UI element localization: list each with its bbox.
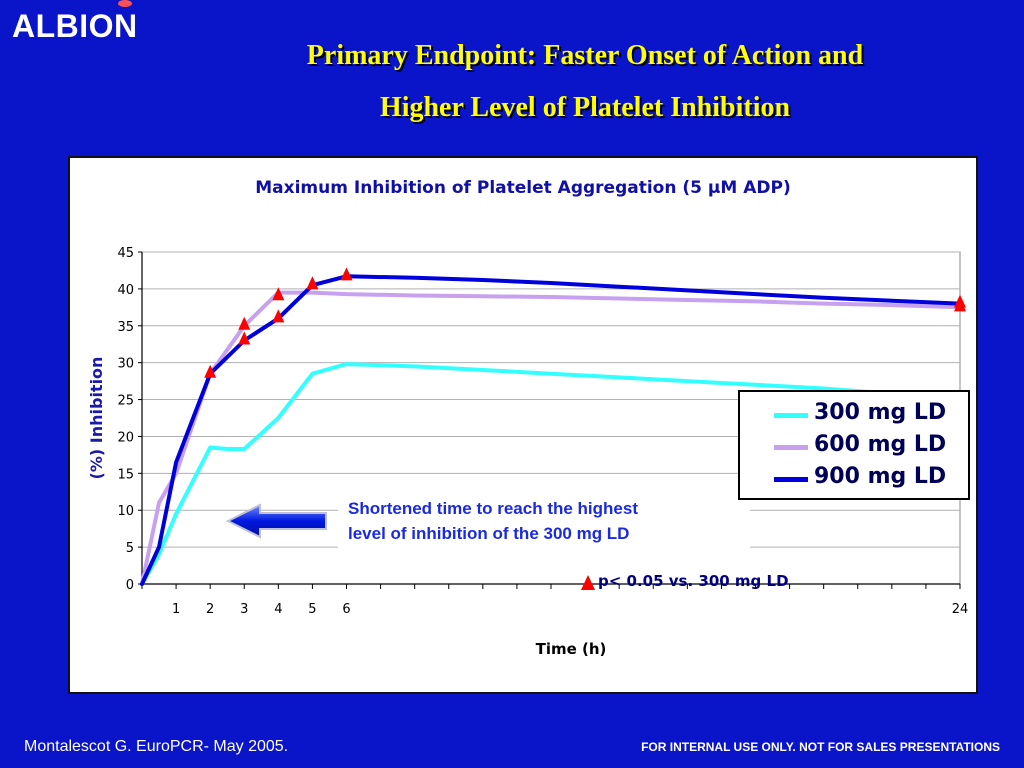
legend-label-900mg: 900 mg LD — [814, 464, 947, 489]
significance-marker — [238, 331, 251, 345]
legend-swatch-600mg — [774, 445, 808, 450]
slide-title-line-2: Higher Level of Platelet Inhibition — [379, 92, 791, 123]
significance-marker — [954, 298, 966, 312]
x-tick-label: 3 — [240, 602, 248, 617]
x-tick-label: 5 — [308, 602, 316, 617]
series-line-3 — [140, 274, 962, 586]
annotation-line-1: Shortened time to reach the highest — [348, 499, 638, 518]
y-tick-label: 25 — [117, 394, 134, 409]
y-tick-label: 20 — [117, 430, 134, 445]
significance-marker — [204, 364, 217, 378]
citation: Montalescot G. EuroPCR- May 2005. — [24, 738, 289, 755]
legend-label-600mg: 600 mg LD — [814, 432, 947, 457]
annotation-box — [338, 490, 750, 548]
y-tick-label: 35 — [117, 320, 134, 335]
slide-title-line-1: Primary Endpoint: Faster Onset of Action… — [306, 40, 864, 71]
y-tick-label: 0 — [126, 578, 134, 593]
disclaimer: FOR INTERNAL USE ONLY. NOT FOR SALES PRE… — [641, 740, 1000, 754]
significance-marker — [340, 267, 353, 281]
significance-marker — [238, 316, 251, 330]
significance-marker — [272, 287, 285, 301]
y-tick-label: 40 — [117, 283, 134, 298]
significance-label: p< 0.05 vs. 300 mg LD — [598, 572, 789, 590]
y-tick-label: 30 — [117, 357, 134, 372]
logo-mark-icon — [118, 0, 132, 7]
x-axis-label: Time (h) — [536, 640, 607, 658]
annotation-text: Shortened time to reach the highest leve… — [348, 496, 748, 546]
x-tick-label: 4 — [274, 602, 282, 617]
significance-marker — [306, 276, 319, 290]
left-arrow-icon — [226, 503, 327, 539]
x-tick-label: 6 — [342, 602, 350, 617]
x-tick-label: 1 — [172, 602, 180, 617]
chart-legend: 300 mg LD 600 mg LD 900 mg LD — [738, 390, 970, 500]
x-tick-label: 24 — [952, 602, 969, 617]
logo: ALBION — [12, 8, 138, 44]
chart-panel: Maximum Inhibition of Platelet Aggregati… — [68, 156, 978, 694]
y-axis-label: (%) Inhibition — [87, 357, 106, 480]
y-tick-label: 10 — [117, 504, 134, 519]
significance-marker — [272, 309, 285, 323]
annotation-line-2: level of inhibition of the 300 mg LD — [348, 524, 630, 543]
slide-title: Primary Endpoint: Faster Onset of Action… — [200, 30, 970, 134]
chart-title: Maximum Inhibition of Platelet Aggregati… — [255, 178, 791, 198]
y-tick-label: 5 — [126, 541, 134, 556]
x-tick-label: 2 — [206, 602, 214, 617]
triangle-marker-icon — [581, 575, 595, 590]
legend-swatch-300mg — [774, 413, 808, 418]
legend-label-300mg: 300 mg LD — [814, 400, 947, 425]
legend-swatch-900mg — [774, 477, 808, 482]
y-tick-label: 15 — [117, 467, 134, 482]
series-line-1 — [140, 362, 962, 586]
y-tick-label: 45 — [117, 246, 134, 261]
